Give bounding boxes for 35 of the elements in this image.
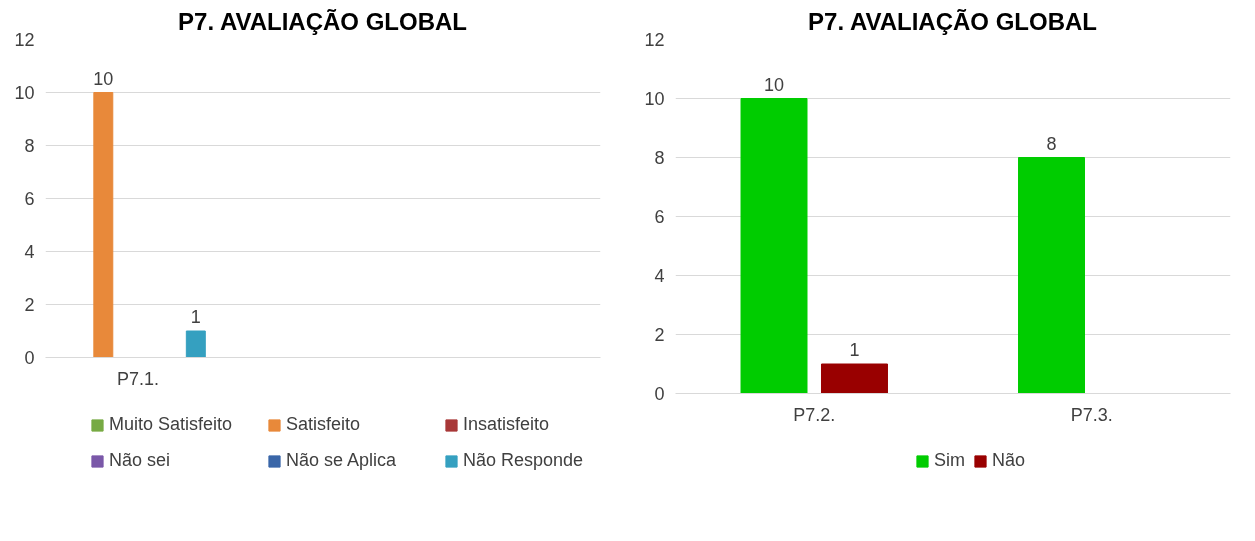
- y-tick-label: 12: [644, 30, 665, 50]
- legend-label: Não sei: [109, 450, 172, 471]
- legend-label: Satisfeito: [286, 414, 362, 435]
- data-label: 1: [849, 340, 860, 360]
- data-label: 1: [190, 307, 201, 327]
- y-tick-label: 4: [654, 266, 665, 286]
- y-tick-label: 10: [644, 89, 665, 109]
- x-tick-label: P7.2.: [793, 404, 836, 425]
- legend-label: Insatisfeito: [463, 414, 551, 435]
- legend-label: Não Responde: [463, 450, 585, 471]
- legend-label: Não: [992, 450, 1026, 471]
- y-tick-label: 4: [24, 242, 35, 262]
- y-tick-label: 2: [24, 295, 35, 315]
- bar: [820, 363, 888, 394]
- y-tick-label: 0: [654, 384, 665, 404]
- y-tick-label: 6: [24, 189, 35, 209]
- data-label: 8: [1046, 133, 1057, 154]
- bar: [740, 98, 808, 394]
- y-tick-label: 2: [654, 325, 665, 345]
- legend-label: Sim: [934, 450, 965, 471]
- legend-label: Muito Satisfeito: [109, 414, 234, 435]
- chart-title: P7. AVALIAÇÃO GLOBAL: [808, 7, 1097, 35]
- y-tick-label: 8: [24, 136, 35, 156]
- y-tick-label: 0: [24, 348, 35, 368]
- y-tick-label: 6: [654, 207, 665, 227]
- x-tick-label: P7.1.: [116, 368, 160, 389]
- chart-title: P7. AVALIAÇÃO GLOBAL: [178, 7, 467, 35]
- y-tick-label: 10: [14, 83, 35, 103]
- y-tick-label: 12: [14, 30, 35, 50]
- y-tick-label: 8: [654, 148, 665, 168]
- data-label: 10: [93, 68, 114, 89]
- legend-label: Não se Aplica: [286, 450, 398, 471]
- x-tick-label: P7.3.: [1070, 404, 1113, 425]
- bar: [1018, 157, 1086, 394]
- data-label: 10: [764, 74, 785, 95]
